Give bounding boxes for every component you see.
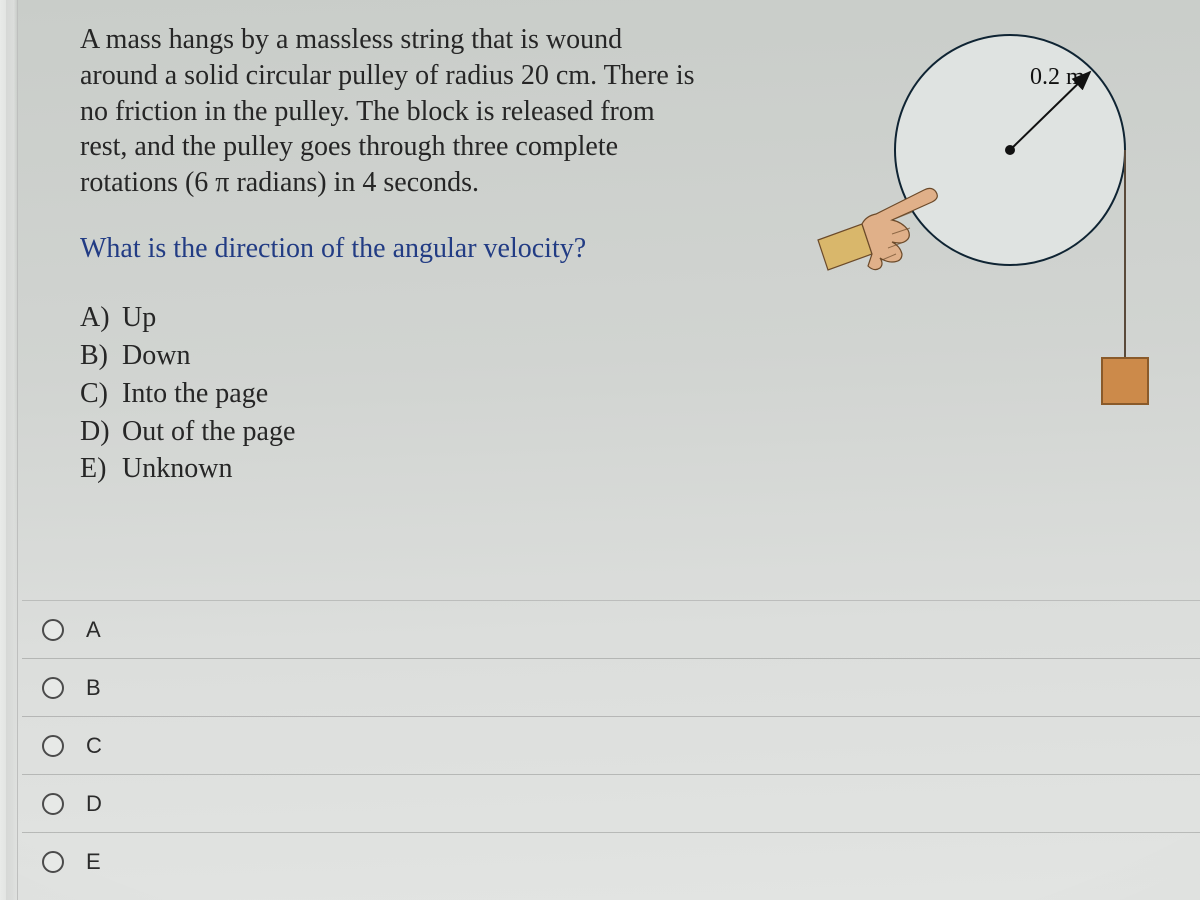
- answer-label: E: [86, 849, 101, 875]
- pulley-diagram: 0.2 m: [780, 10, 1160, 430]
- choice-letter: A): [80, 299, 122, 337]
- answer-option-e[interactable]: E: [22, 832, 1200, 890]
- choice-text: Up: [122, 299, 156, 337]
- choice-letter: D): [80, 413, 122, 451]
- answer-label: A: [86, 617, 101, 643]
- radio-icon[interactable]: [42, 793, 64, 815]
- scrollbar-hint: [6, 0, 14, 900]
- choice-letter: B): [80, 337, 122, 375]
- pointing-hand-icon: [818, 188, 937, 270]
- answer-options: A B C D E: [22, 600, 1200, 890]
- choice-text: Down: [122, 337, 190, 375]
- choice-text: Unknown: [122, 450, 232, 488]
- choice-letter: C): [80, 375, 122, 413]
- answer-label: C: [86, 733, 102, 759]
- answer-label: D: [86, 791, 102, 817]
- hanging-block: [1102, 358, 1148, 404]
- pulley-hub: [1005, 145, 1015, 155]
- question-prompt: What is the direction of the angular vel…: [80, 233, 740, 265]
- radio-icon[interactable]: [42, 677, 64, 699]
- choice-text: Into the page: [122, 375, 268, 413]
- answer-option-d[interactable]: D: [22, 774, 1200, 832]
- radius-label: 0.2 m: [1030, 64, 1085, 90]
- answer-label: B: [86, 675, 101, 701]
- answer-option-c[interactable]: C: [22, 716, 1200, 774]
- radio-icon[interactable]: [42, 735, 64, 757]
- answer-option-a[interactable]: A: [22, 600, 1200, 658]
- answer-option-b[interactable]: B: [22, 658, 1200, 716]
- choice-text: Out of the page: [122, 413, 295, 451]
- choice-e: E) Unknown: [80, 450, 1160, 488]
- panel-left-edge: [0, 0, 18, 900]
- problem-statement: A mass hangs by a massless string that i…: [80, 22, 700, 201]
- radio-icon[interactable]: [42, 619, 64, 641]
- choice-letter: E): [80, 450, 122, 488]
- radio-icon[interactable]: [42, 851, 64, 873]
